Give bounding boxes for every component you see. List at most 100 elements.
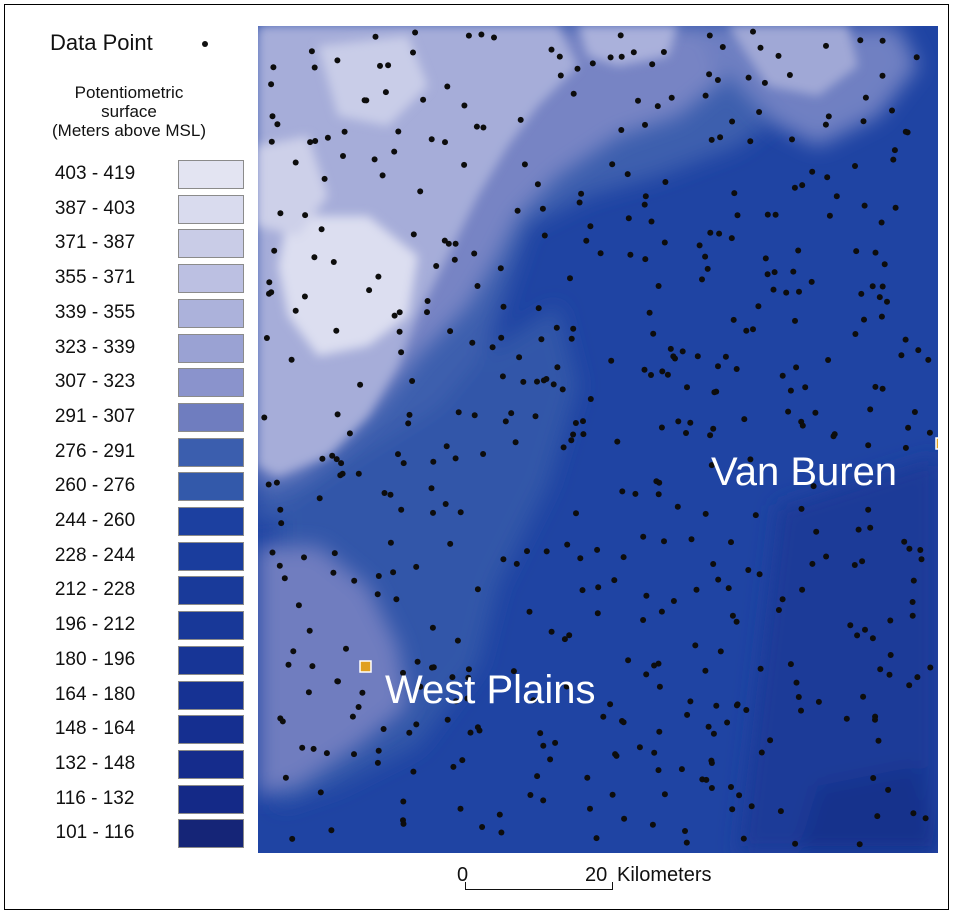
data-point [318, 226, 325, 233]
data-point [740, 835, 747, 842]
data-point [391, 148, 398, 155]
legend-class-swatch [178, 611, 244, 641]
data-point [334, 411, 341, 418]
data-point [568, 335, 575, 342]
data-point [433, 263, 440, 269]
data-point [526, 608, 533, 615]
data-point [578, 190, 585, 197]
data-point [859, 558, 866, 565]
data-point [346, 430, 353, 437]
data-point [609, 161, 616, 168]
data-point [890, 156, 897, 163]
data-point [270, 64, 277, 71]
data-point [851, 562, 858, 568]
data-point [338, 460, 345, 467]
data-point [707, 432, 714, 439]
data-point [454, 637, 461, 644]
data-point [731, 190, 738, 197]
legend-class-swatch [178, 160, 244, 189]
data-point [655, 660, 662, 667]
data-point [791, 184, 798, 191]
legend-class-label: 355 - 371 [54, 267, 136, 289]
data-point [374, 759, 381, 766]
data-point [614, 438, 621, 445]
data-point [635, 97, 641, 104]
data-point [630, 49, 637, 56]
data-point [500, 556, 507, 563]
legend-class-label: 339 - 355 [54, 301, 136, 323]
data-point [799, 586, 806, 593]
data-point [625, 657, 632, 664]
data-point [670, 598, 677, 604]
data-point [497, 265, 504, 272]
data-point [620, 554, 627, 561]
data-point [502, 418, 509, 425]
data-point [393, 596, 400, 603]
data-point [913, 54, 920, 61]
data-point [400, 798, 407, 805]
legend-class-swatch [178, 819, 244, 849]
data-point [854, 632, 861, 639]
data-point [878, 219, 885, 226]
data-point [371, 156, 378, 163]
data-point [853, 248, 860, 255]
data-point [655, 491, 662, 498]
data-point [530, 697, 537, 704]
data-point [648, 372, 654, 378]
data-point [885, 786, 892, 793]
data-point [567, 275, 573, 282]
legend-class-swatch [178, 298, 244, 328]
data-point [656, 683, 663, 690]
data-point [535, 305, 542, 312]
data-point [636, 744, 643, 751]
data-point [613, 752, 620, 759]
data-point [459, 757, 466, 764]
data-point [570, 431, 577, 438]
data-point [625, 215, 632, 222]
data-point [543, 376, 550, 382]
data-point [734, 701, 741, 708]
data-point [292, 307, 299, 314]
data-point [366, 287, 373, 294]
data-point [513, 560, 520, 567]
data-point [642, 121, 648, 128]
data-point [328, 827, 335, 834]
data-point [263, 335, 270, 341]
data-point [755, 303, 762, 310]
data-point [917, 547, 924, 553]
data-point [668, 94, 675, 101]
data-point [479, 824, 486, 830]
data-point [664, 371, 671, 378]
data-point [717, 648, 724, 655]
data-point [812, 409, 819, 416]
data-point [889, 107, 895, 114]
data-point [869, 635, 876, 642]
data-point [480, 124, 487, 131]
data-point [268, 81, 275, 88]
data-point [375, 273, 382, 280]
data-point [756, 109, 763, 115]
data-point [391, 312, 398, 319]
data-point [658, 424, 665, 431]
legend-class-swatch [178, 507, 244, 536]
data-point [413, 721, 420, 728]
data-point [826, 212, 833, 219]
data-point [860, 693, 867, 700]
data-point [674, 503, 681, 510]
legend-class-swatch [178, 472, 244, 502]
data-point [288, 356, 295, 363]
data-point [716, 230, 723, 237]
data-point [802, 384, 809, 391]
data-point [792, 840, 799, 847]
data-point [675, 418, 682, 425]
data-point [587, 396, 594, 402]
zone-pale-north [578, 26, 678, 66]
data-point [708, 462, 715, 469]
data-point [577, 555, 584, 562]
data-point [311, 64, 318, 71]
data-point [843, 715, 850, 722]
data-point [457, 805, 464, 812]
data-point [321, 175, 328, 182]
data-point [809, 168, 816, 175]
data-point [474, 283, 481, 289]
